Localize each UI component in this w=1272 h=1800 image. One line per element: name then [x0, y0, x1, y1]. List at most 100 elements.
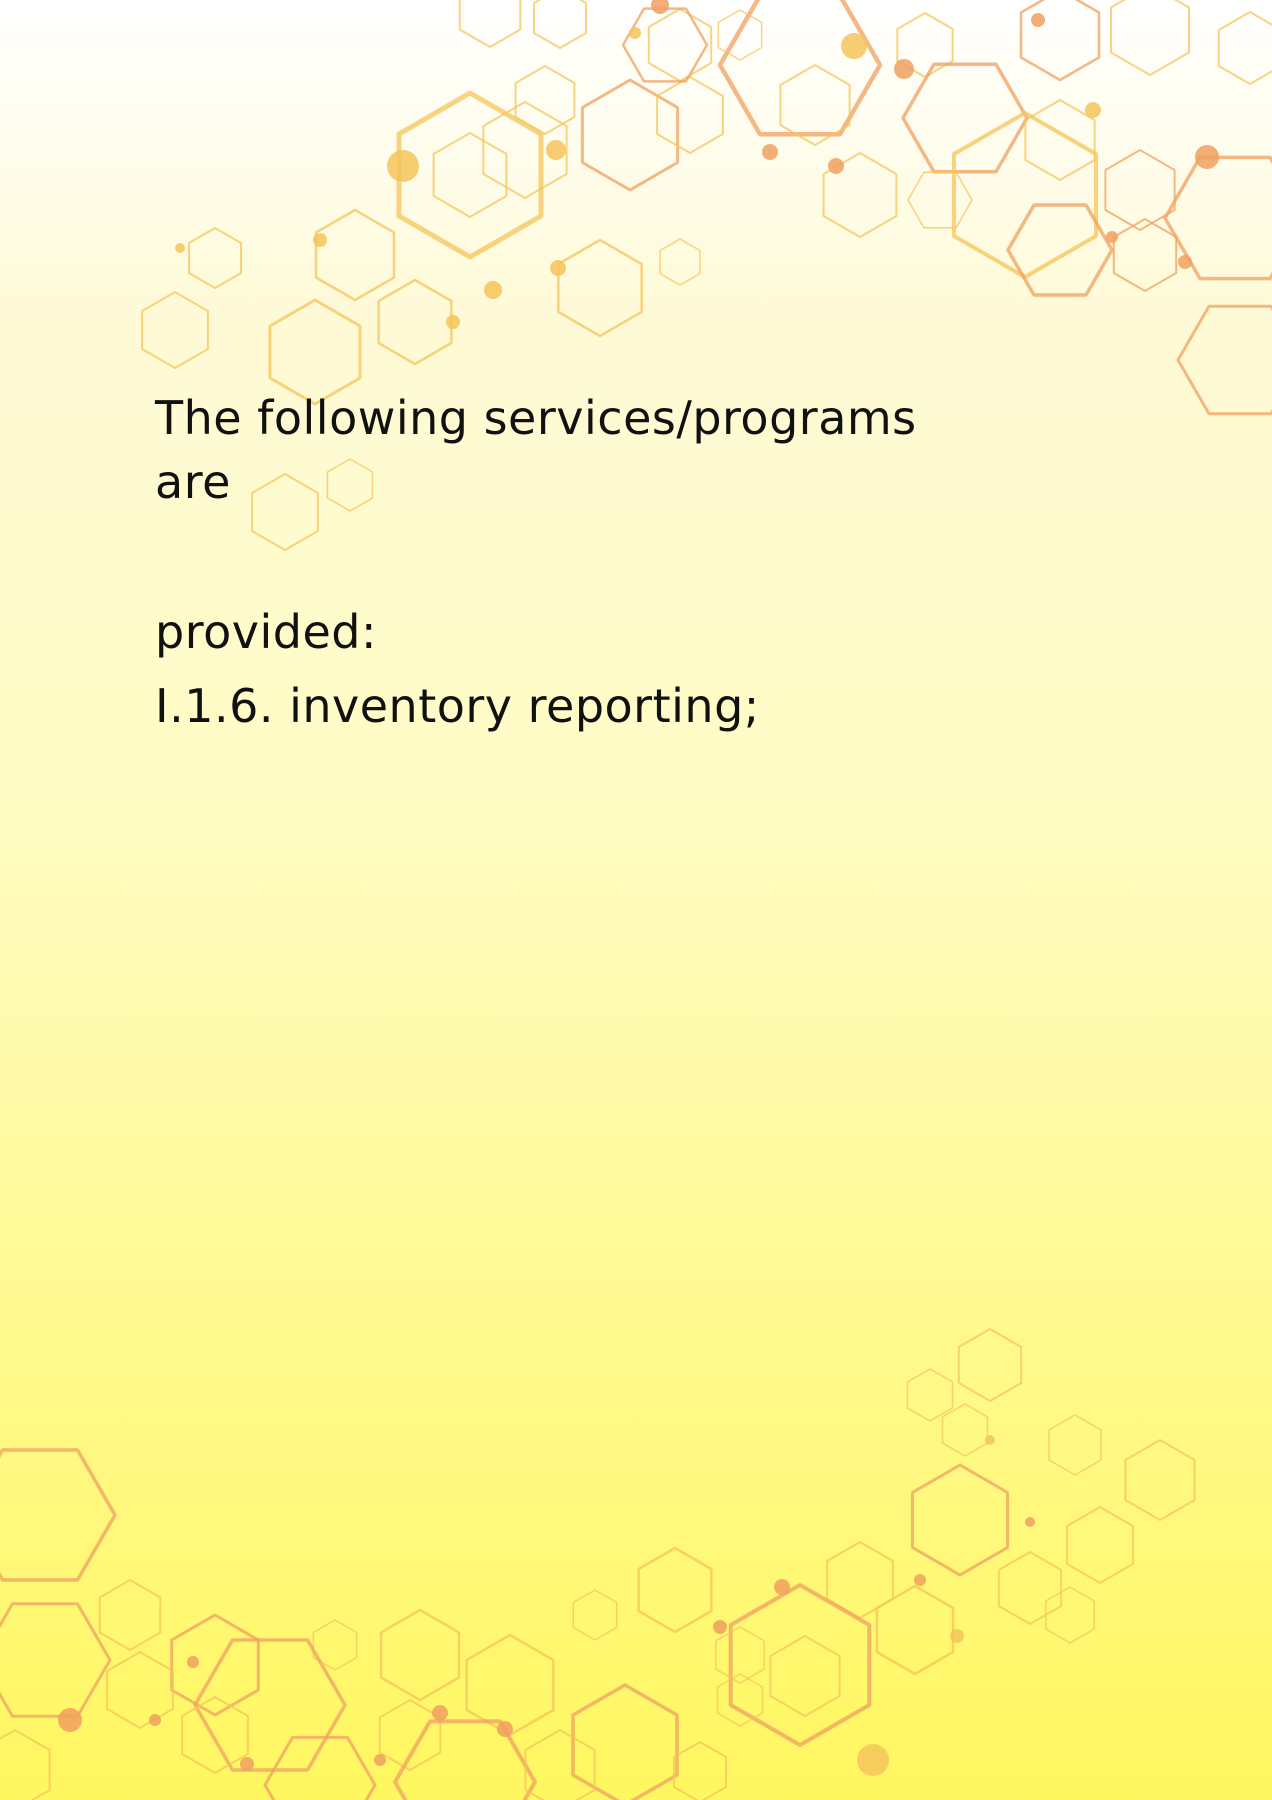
bottom-hexagon — [106, 1651, 174, 1729]
bottom-hexagon — [0, 1729, 51, 1800]
top-hexagon — [188, 227, 242, 289]
services-text: The following services/programs are prov… — [155, 386, 995, 738]
network-dot — [629, 27, 641, 39]
bottom-hexagon — [312, 1619, 358, 1671]
top-hexagon — [717, 0, 883, 137]
network-dot — [857, 1744, 889, 1776]
network-dot — [1195, 145, 1219, 169]
top-hexagon — [377, 278, 453, 366]
top-hexagon — [621, 7, 709, 83]
top-hexagon — [458, 0, 522, 48]
inventory-item: I.1.6. inventory reporting; — [155, 679, 760, 733]
network-dots — [58, 0, 1219, 1776]
bottom-hexagon — [379, 1608, 461, 1702]
top-hexagon — [580, 78, 680, 192]
network-dot — [387, 150, 419, 182]
network-dot — [1106, 231, 1118, 243]
top-hexagon — [907, 171, 973, 229]
bottom-hexagon — [769, 1635, 841, 1717]
top-hexagon — [1024, 99, 1096, 181]
network-dot — [497, 1721, 513, 1737]
top-hexagon — [1217, 11, 1272, 85]
bottom-hexagon — [571, 1683, 679, 1800]
network-dot — [713, 1620, 727, 1634]
hexagon-cluster-bottom — [0, 1328, 1196, 1800]
bottom-hexagon — [0, 1602, 112, 1718]
top-hexagon — [1163, 155, 1272, 281]
bottom-hexagon — [910, 1463, 1010, 1577]
top-hexagon — [822, 152, 898, 238]
top-hexagon — [647, 8, 713, 82]
network-dot — [1025, 1517, 1035, 1527]
network-dot — [841, 33, 867, 59]
provided-line: provided: — [155, 605, 377, 659]
network-dot — [446, 315, 460, 329]
top-hexagon — [557, 238, 643, 338]
bottom-hexagon — [98, 1579, 162, 1651]
network-dot — [1085, 102, 1101, 118]
bottom-hexagon — [193, 1638, 347, 1772]
network-dot — [240, 1757, 254, 1771]
network-dot — [914, 1574, 926, 1586]
bottom-hexagon — [1048, 1414, 1102, 1476]
network-dot — [175, 243, 185, 253]
top-hexagon — [1112, 218, 1178, 292]
bottom-hexagon — [572, 1589, 618, 1641]
bottom-hexagon — [728, 1583, 872, 1747]
network-dot — [774, 1579, 790, 1595]
bottom-hexagon — [957, 1328, 1023, 1402]
bottom-hexagon — [524, 1729, 596, 1800]
top-hexagon — [533, 0, 587, 49]
network-dot — [149, 1714, 161, 1726]
bottom-hexagon — [1045, 1586, 1095, 1644]
bottom-hexagon — [263, 1735, 377, 1800]
network-dot — [894, 59, 914, 79]
network-dot — [1178, 255, 1192, 269]
network-dot — [187, 1656, 199, 1668]
hexagon-cluster-top — [141, 0, 1272, 551]
bottom-hexagon — [637, 1546, 713, 1634]
bottom-hexagon — [875, 1584, 955, 1676]
bottom-hexagon — [715, 1626, 765, 1684]
top-hexagon — [268, 298, 362, 406]
bottom-hexagon — [906, 1368, 954, 1422]
top-hexagon — [251, 473, 319, 551]
network-dot — [651, 0, 669, 14]
top-hexagon — [656, 76, 724, 154]
bottom-hexagon — [941, 1403, 989, 1457]
network-dot — [550, 260, 566, 276]
top-hexagon — [1110, 0, 1190, 76]
top-hexagon — [1104, 149, 1176, 231]
bottom-hexagon — [716, 1673, 764, 1727]
top-hexagon — [1019, 0, 1101, 82]
top-hexagon — [314, 208, 396, 302]
bottom-hexagon — [1066, 1506, 1134, 1584]
top-hexagon — [901, 62, 1029, 174]
network-dot — [546, 140, 566, 160]
network-dot — [432, 1705, 448, 1721]
top-hexagon — [659, 238, 701, 286]
intro-line: The following services/programs are — [155, 391, 917, 509]
network-dot — [58, 1708, 82, 1732]
top-hexagon — [396, 90, 544, 260]
top-hexagon — [482, 101, 568, 199]
network-dot — [950, 1629, 964, 1643]
top-hexagon — [1006, 203, 1114, 297]
top-hexagon — [326, 458, 374, 512]
bottom-hexagon — [997, 1551, 1063, 1625]
network-dot — [762, 144, 778, 160]
network-dot — [313, 233, 327, 247]
network-dot — [828, 158, 844, 174]
network-dot — [985, 1435, 995, 1445]
top-hexagon — [1176, 304, 1272, 416]
bottom-hexagon — [170, 1613, 260, 1717]
network-dot — [374, 1754, 386, 1766]
top-hexagon — [514, 65, 576, 135]
top-hexagon — [141, 291, 209, 369]
bottom-hexagon — [673, 1741, 727, 1800]
bottom-hexagon — [181, 1696, 249, 1774]
top-hexagon — [432, 132, 508, 218]
bottom-hexagon — [393, 1719, 537, 1800]
